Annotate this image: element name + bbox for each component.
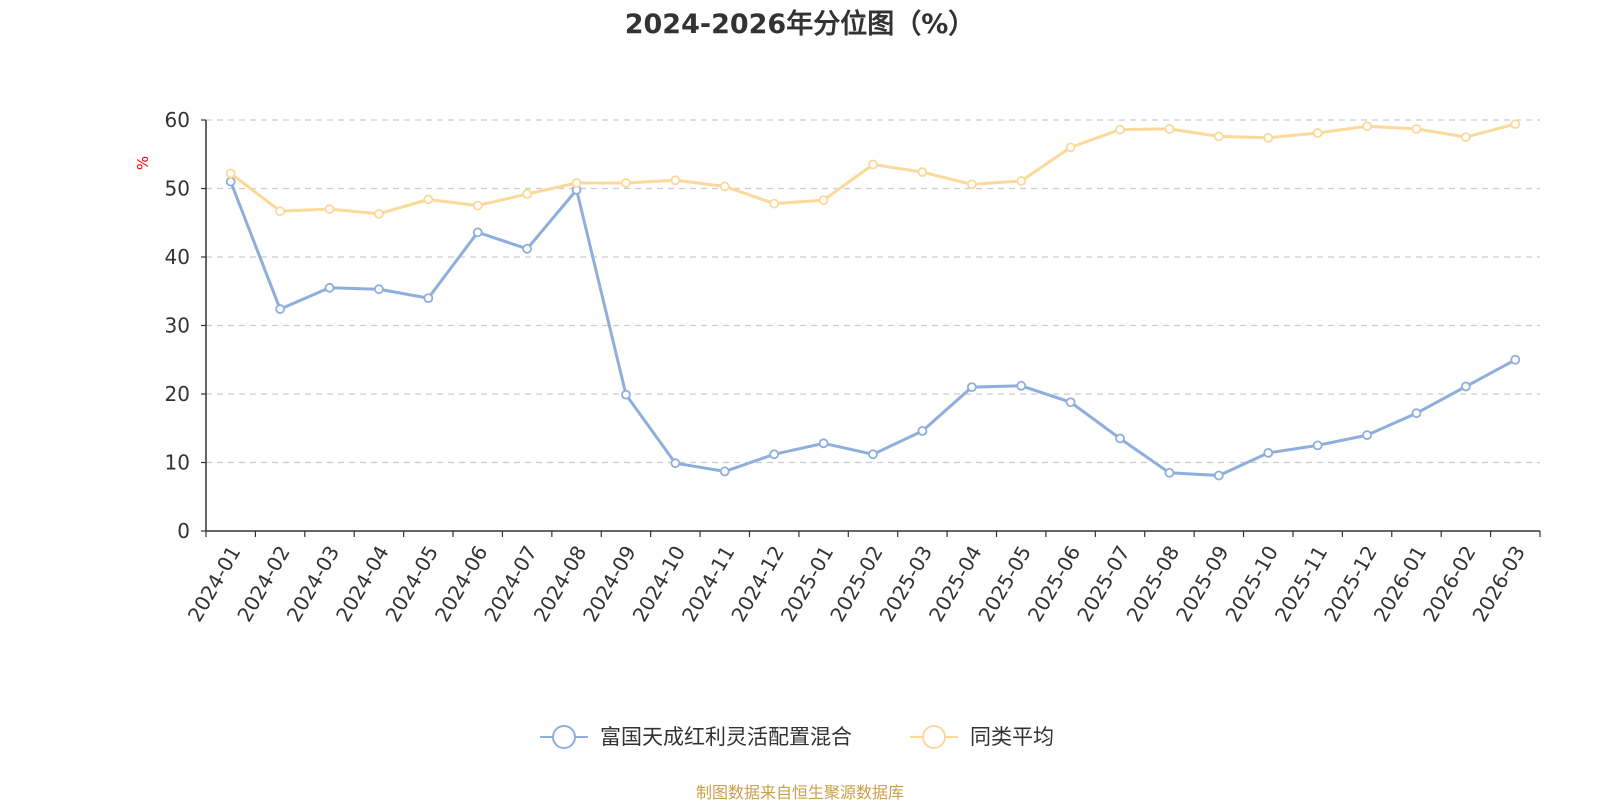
data-point-1	[522, 243, 533, 254]
data-point-1	[275, 304, 286, 314]
data-point-1	[1312, 440, 1323, 451]
data-point-1	[1213, 470, 1224, 481]
data-point-2	[1263, 132, 1274, 143]
data-point-1	[1065, 397, 1076, 408]
data-series	[225, 119, 1521, 481]
data-point-2	[719, 181, 730, 192]
data-point-1	[1115, 433, 1125, 444]
data-point-1	[1510, 354, 1521, 365]
data-point-1	[719, 466, 730, 477]
data-point-1	[374, 284, 384, 295]
data-point-2	[1362, 121, 1372, 132]
chart-title: 2024-2026年分位图（%）	[624, 9, 976, 40]
data-point-2	[670, 175, 681, 186]
data-point-1	[917, 426, 928, 436]
data-point-2	[423, 194, 434, 205]
data-point-2	[275, 206, 286, 217]
data-point-2	[522, 189, 533, 199]
grid-lines	[206, 119, 1540, 464]
y-tick-label: 20	[165, 382, 190, 406]
y-tick-label: 0	[177, 519, 190, 543]
data-point-1	[818, 438, 829, 449]
data-point-1	[324, 282, 335, 293]
data-point-1	[1164, 467, 1175, 478]
data-point-1	[1460, 381, 1471, 392]
data-point-2	[1460, 132, 1471, 143]
data-point-2	[1510, 119, 1521, 130]
data-point-1	[1263, 448, 1274, 458]
data-point-1	[966, 382, 977, 393]
y-tick-label: 40	[165, 245, 190, 269]
legend-marker-1	[552, 725, 576, 749]
legend-marker-2	[922, 725, 946, 749]
data-point-2	[621, 178, 631, 188]
data-point-1	[472, 227, 483, 238]
data-point-2	[818, 195, 829, 206]
legend-label-1: 富国天成红利灵活配置混合	[600, 725, 852, 749]
axes: 01020304050602024-012024-022024-032024-0…	[165, 108, 1541, 626]
data-point-2	[324, 204, 335, 214]
y-axis-unit-label: %	[134, 156, 152, 170]
data-point-2	[1065, 142, 1076, 153]
y-tick-label: 50	[165, 177, 190, 201]
data-point-2	[769, 198, 780, 209]
source-note: 制图数据来自恒生聚源数据库	[695, 783, 904, 802]
data-point-1	[1016, 380, 1027, 391]
data-point-1	[769, 449, 780, 460]
data-point-2	[1016, 176, 1027, 186]
data-point-2	[374, 208, 384, 219]
data-point-2	[571, 178, 582, 188]
legend-label-2: 同类平均	[970, 725, 1054, 749]
y-tick-label: 10	[165, 451, 190, 475]
data-point-1	[423, 293, 434, 304]
data-point-1	[670, 458, 681, 469]
legend: 富国天成红利灵活配置混合 同类平均	[540, 725, 1054, 749]
data-point-2	[917, 167, 928, 177]
series-line-1	[229, 181, 1517, 477]
data-point-2	[1411, 124, 1422, 134]
data-point-2	[1164, 124, 1175, 134]
data-point-2	[225, 168, 236, 179]
data-point-1	[868, 449, 878, 460]
data-point-1	[621, 389, 631, 400]
data-point-2	[1115, 124, 1125, 135]
data-point-1	[1411, 408, 1422, 419]
data-point-2	[472, 200, 483, 211]
data-point-1	[1362, 430, 1372, 441]
y-tick-label: 30	[165, 314, 190, 338]
y-tick-label: 60	[165, 108, 190, 132]
data-point-2	[868, 159, 878, 170]
data-point-2	[1213, 131, 1224, 142]
data-point-2	[966, 179, 977, 190]
data-point-2	[1312, 128, 1323, 138]
data-point-1	[225, 176, 236, 187]
